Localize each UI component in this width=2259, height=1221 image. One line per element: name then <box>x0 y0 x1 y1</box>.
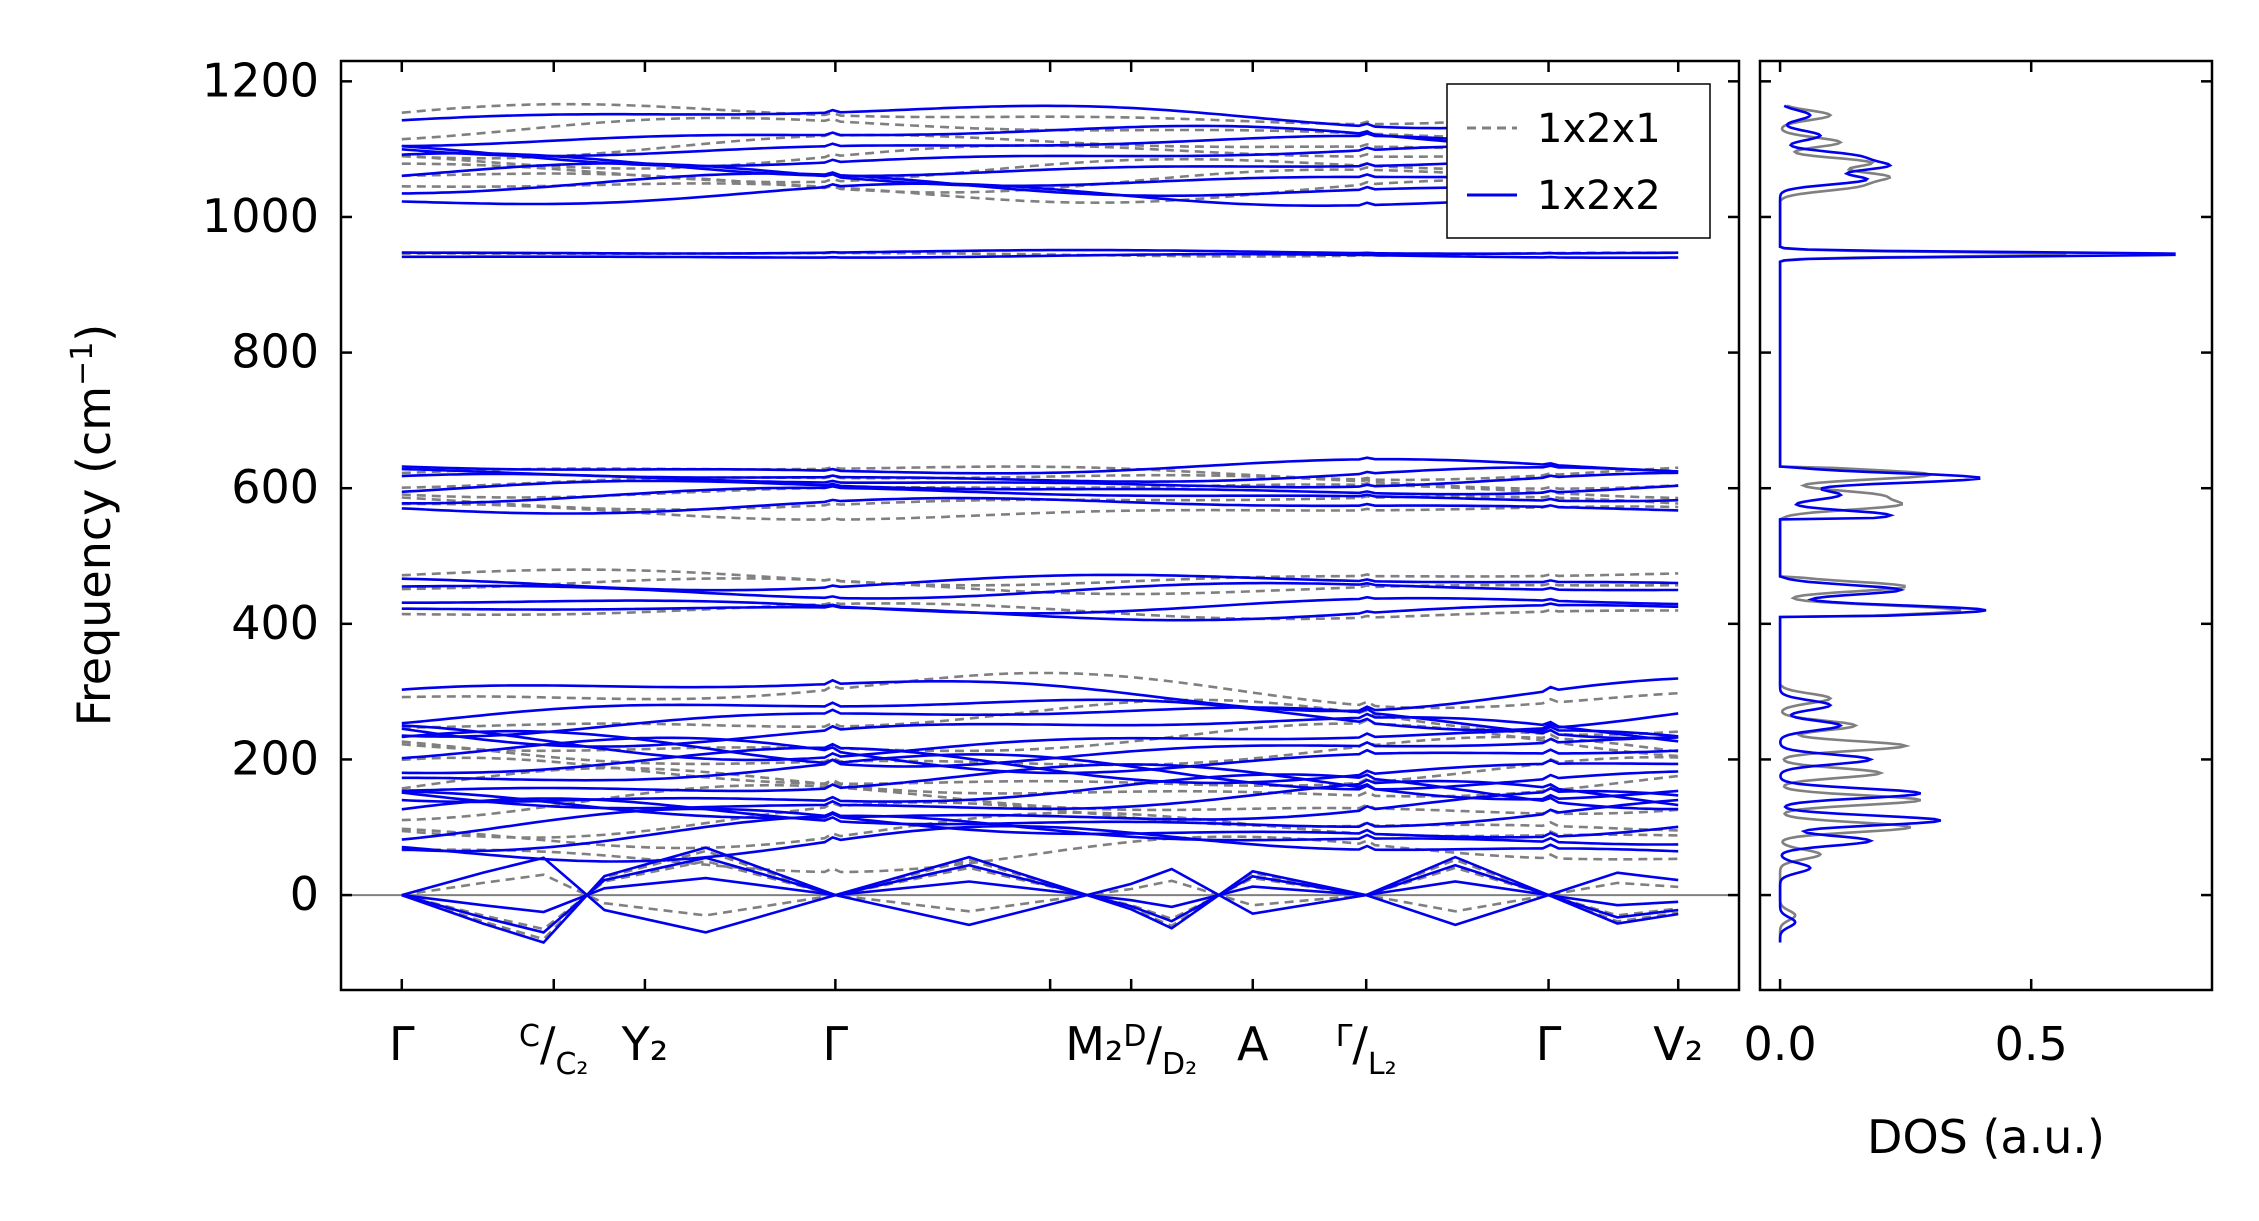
band-line <box>401 873 1679 917</box>
band-line <box>401 248 1679 255</box>
band-line <box>401 856 1679 934</box>
dos-x-axis-label: DOS (a.u.) <box>1867 1110 2105 1164</box>
y-axis-label-main: Frequency (cm <box>67 386 121 726</box>
band-line <box>401 601 1679 621</box>
band-line <box>401 876 1679 914</box>
k-point-label: Γ <box>1536 1017 1562 1071</box>
band-line <box>401 782 1679 822</box>
band-line <box>401 729 1679 768</box>
band-line <box>401 698 1679 732</box>
band-line <box>401 252 1679 259</box>
band-line <box>401 473 1679 491</box>
k-point-label: Y₂ <box>621 1017 669 1071</box>
dos-x-axis-ticks: 0.0 0.5 <box>1744 61 2068 1071</box>
dos-y-ticks <box>1760 80 2212 897</box>
band-line <box>401 835 1679 874</box>
dos-plot-frame <box>1758 59 2214 992</box>
band-line <box>401 810 1679 853</box>
k-point-label: Γ <box>823 1017 849 1071</box>
band-line <box>401 595 1679 615</box>
band-line <box>401 724 1679 762</box>
k-point-label: V₂ <box>1653 1017 1703 1071</box>
band-structure-panel: 0 200 400 600 800 1000 1200 Γ C/C₂ Y₂ Γ M₂D/D₂ A Γ/L… <box>65 53 1741 1082</box>
band-line <box>401 479 1679 496</box>
band-line <box>401 755 1679 787</box>
k-point-label: A <box>1237 1017 1269 1071</box>
band-line <box>401 736 1679 775</box>
band-line <box>401 671 1679 710</box>
y-tick-label: 1200 <box>202 53 319 107</box>
legend-label-1x2x2: 1x2x2 <box>1537 173 1661 219</box>
dos-curve-1x2x2 <box>1778 104 2176 943</box>
band-line <box>401 797 1679 828</box>
y-tick-label: 800 <box>231 325 319 379</box>
y-tick-label: 0 <box>290 867 319 921</box>
x-axis-ticks: Γ C/C₂ Y₂ Γ M₂D/D₂ A Γ/L₂ Γ V₂ <box>389 61 1703 1082</box>
legend-box <box>1446 83 1711 239</box>
band-line <box>401 706 1679 740</box>
series-1x2x2 <box>401 104 1679 944</box>
band-line <box>401 778 1679 811</box>
band-line <box>401 859 1679 931</box>
band-line <box>401 698 1679 736</box>
y-tick-label: 1000 <box>202 189 319 243</box>
legend: 1x2x1 1x2x2 <box>1446 83 1711 239</box>
legend-label-1x2x1: 1x2x1 <box>1537 106 1661 152</box>
dos-plot-area <box>1778 104 2176 943</box>
y-axis-label-exponent: −1 <box>65 342 100 386</box>
band-line <box>401 801 1679 839</box>
dos-panel: 0.0 0.5 DOS (a.u.) <box>1744 59 2214 1164</box>
k-point-label: Γ/L₂ <box>1336 1017 1397 1082</box>
y-tick-label: 400 <box>231 596 319 650</box>
band-line <box>401 502 1679 521</box>
band-line <box>401 464 1679 483</box>
band-line <box>401 824 1679 863</box>
band-line <box>401 773 1679 811</box>
band-line <box>401 456 1679 475</box>
band-line <box>401 484 1679 505</box>
y-axis-ticks: 0 200 400 600 800 1000 1200 <box>202 53 1739 921</box>
y-tick-label: 600 <box>231 460 319 514</box>
band-line <box>401 496 1679 515</box>
band-line <box>401 742 1679 785</box>
band-line <box>401 807 1679 841</box>
band-line <box>401 846 1679 944</box>
band-line <box>401 753 1679 791</box>
y-tick-label: 200 <box>231 731 319 785</box>
band-line <box>401 577 1679 596</box>
band-plot-area <box>341 102 1739 944</box>
dos-x-tick-label: 0.0 <box>1744 1017 1817 1071</box>
dos-x-tick-label: 0.5 <box>1995 1017 2068 1071</box>
band-line <box>401 733 1679 767</box>
y-axis-label: Frequency (cm−1) <box>65 324 121 727</box>
band-line <box>401 568 1679 587</box>
band-line <box>401 856 1679 934</box>
band-line <box>401 602 1679 622</box>
k-point-label: M₂D/D₂ <box>1065 1017 1197 1082</box>
band-line <box>401 573 1679 592</box>
k-point-label: Γ <box>389 1017 415 1071</box>
band-plot-frame <box>339 59 1741 992</box>
band-line <box>401 712 1679 748</box>
y-axis-label-close: ) <box>67 324 121 342</box>
band-line <box>401 677 1679 713</box>
k-point-label: C/C₂ <box>519 1017 588 1082</box>
